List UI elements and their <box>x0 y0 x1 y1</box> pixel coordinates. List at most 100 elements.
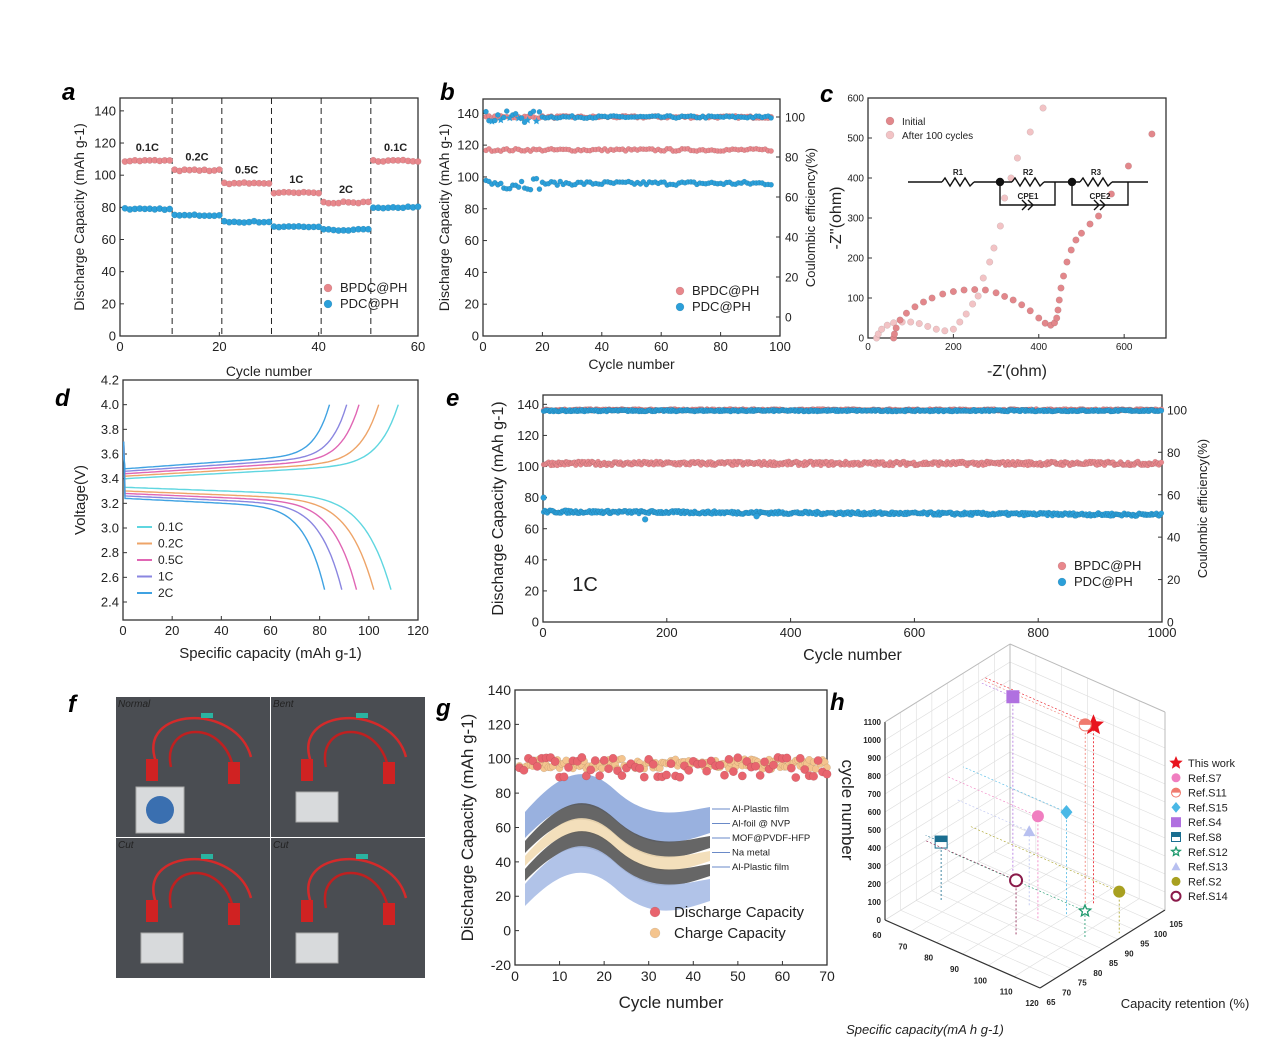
discharge-curve-2C <box>123 441 326 590</box>
charge-curve-0.1C <box>123 404 399 480</box>
charge-curve-2C <box>123 404 331 470</box>
x-tick-label: 0 <box>119 623 126 638</box>
y-tick-label: 140 <box>517 397 539 412</box>
y2-axis-label: Coulombic efficiency(%) <box>1195 439 1210 578</box>
panel-f-photos: Normal Bent Cut Cut <box>116 697 425 978</box>
discharge-point <box>822 769 832 779</box>
outlier-point <box>753 513 760 520</box>
bpdc-point <box>414 158 422 165</box>
z-tick-label: 800 <box>868 772 882 781</box>
layer-label: Al-Plastic film <box>732 862 789 873</box>
discharge-point <box>795 753 805 763</box>
data-point <box>518 178 525 185</box>
bpdc-point <box>166 156 174 164</box>
y-tick-label: 40 <box>102 264 116 279</box>
y-tick-label: 600 <box>847 94 864 105</box>
eis-point <box>896 316 904 324</box>
legend-marker <box>885 130 895 140</box>
eis-point <box>996 222 1004 230</box>
x-tick-label: 40 <box>685 968 701 984</box>
pdc-point <box>166 205 174 213</box>
legend-label: This work <box>1188 758 1236 770</box>
discharge-point <box>617 771 627 781</box>
legend-label: BPDC@PH <box>340 280 407 295</box>
y-tick-label: 3.6 <box>101 447 119 462</box>
legend-label: Ref.S12 <box>1188 847 1228 859</box>
circuit-label: R2 <box>1023 168 1034 177</box>
discharge-point <box>769 760 778 770</box>
rate-label: 0.1C <box>384 142 407 154</box>
data-point <box>527 186 534 193</box>
discharge-curve-0.1C <box>123 441 392 590</box>
x-axis-label: Cycle number <box>619 993 724 1012</box>
rate-label: 0.1C <box>136 142 159 154</box>
bpdc-point <box>265 179 273 187</box>
y-tick-label: 20 <box>102 296 116 311</box>
legend-label: Ref.S11 <box>1188 788 1227 800</box>
eis-point <box>1086 220 1094 228</box>
y-tick-label: 140 <box>488 682 512 698</box>
rate-label: 2C <box>339 184 353 196</box>
y-tick-label: 90 <box>1125 949 1134 958</box>
x-tick-label: 110 <box>1000 988 1013 997</box>
eis-point <box>878 325 886 333</box>
alligator-clip <box>146 759 158 781</box>
grid-line <box>931 890 1087 960</box>
legend-label: 1C <box>158 570 174 584</box>
y-tick-label: 0 <box>858 334 864 345</box>
x-tick-label: 120 <box>407 623 429 638</box>
eis-point <box>969 300 977 308</box>
discharge-point <box>662 770 671 780</box>
z-tick-label: 500 <box>868 826 882 835</box>
discharge-point <box>635 763 645 773</box>
eis-point <box>990 244 998 252</box>
y-tick-label: 0 <box>503 923 511 939</box>
legend-label: PDC@PH <box>1074 574 1133 589</box>
eis-point <box>883 321 891 329</box>
alligator-clip <box>146 900 158 922</box>
discharge-point <box>733 753 743 763</box>
x-tick-label: 60 <box>775 968 791 984</box>
legend-marker <box>649 927 661 939</box>
z-tick-label: 400 <box>868 844 882 853</box>
alligator-clip <box>228 903 240 925</box>
discharge-point <box>648 759 658 769</box>
y-tick-label: 40 <box>525 552 539 567</box>
panel-label-f: f <box>68 691 78 718</box>
discharge-point <box>519 765 529 775</box>
legend-label: Discharge Capacity <box>674 904 805 921</box>
bpdc-point <box>364 198 372 206</box>
x-axis <box>884 919 1041 989</box>
panel-d-voltage-profiles: 0 20 40 60 80 100 120 2.4 2.6 2.8 3.0 3.2 3.4 3.6 3.8 4… <box>72 373 429 662</box>
legend-marker <box>1171 773 1181 783</box>
rate-label: 0.2C <box>185 152 208 164</box>
y-tick-label: 80 <box>102 200 116 215</box>
rate-label: 0.5C <box>235 165 258 177</box>
eis-point <box>1124 162 1132 170</box>
legend-marker <box>1057 561 1067 571</box>
eis-point <box>890 330 899 338</box>
x-tick-label: 0 <box>865 342 871 353</box>
x-tick-label: 40 <box>214 623 228 638</box>
point-Ref.S14 <box>1009 873 1024 888</box>
y2-axis-label: Coulombic efficiency(%) <box>803 148 818 287</box>
outlier-point <box>641 516 649 523</box>
eis-point <box>1057 284 1065 292</box>
layer-label: Al-Plastic film <box>732 804 789 815</box>
circuit-label: CPE1 <box>1018 192 1039 201</box>
eis-point <box>1001 292 1009 300</box>
y-axis-label: Discharge Capacity (mAh g-1) <box>436 124 452 312</box>
eis-point <box>924 322 932 330</box>
y-tick-label: 105 <box>1169 920 1183 929</box>
eis-point <box>1077 229 1086 237</box>
discharge-point <box>702 766 712 776</box>
grid-line <box>947 880 1103 950</box>
x-tick-label: 800 <box>1027 625 1049 640</box>
discharge-point <box>720 770 729 780</box>
x-tick-label: 600 <box>904 625 926 640</box>
x-tick-label: 20 <box>212 339 226 354</box>
y2-tick-label: 80 <box>785 151 799 165</box>
legend-label: After 100 cycles <box>902 131 973 142</box>
z-tick-label: 1000 <box>863 736 881 745</box>
